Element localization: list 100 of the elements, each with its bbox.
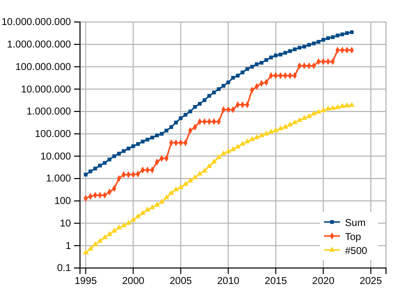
point [320, 107, 326, 112]
point [135, 213, 141, 218]
x-tick-label: 2015 [264, 276, 288, 288]
point [169, 125, 174, 129]
point [140, 210, 146, 215]
point [150, 136, 154, 140]
y-tick-label: 1.000.000 [26, 106, 72, 118]
point [122, 149, 126, 153]
y-tick-label: 10.000.000.000 [1, 17, 72, 28]
point [307, 42, 311, 47]
y-tick-label: 1.000.000.000 [7, 40, 72, 51]
point [111, 228, 118, 233]
point [272, 127, 279, 132]
legend-label: Top [345, 232, 362, 243]
point [269, 56, 273, 60]
point [298, 46, 302, 50]
point [216, 87, 221, 91]
point [325, 106, 331, 111]
point [158, 198, 165, 204]
point [278, 52, 282, 56]
point [117, 152, 121, 156]
point [249, 136, 255, 142]
point [220, 150, 226, 156]
point [106, 231, 112, 236]
point [316, 40, 320, 44]
y-tick-label: 100.000 [34, 129, 72, 140]
point [92, 241, 98, 246]
point [312, 42, 316, 46]
point [240, 70, 244, 74]
point [164, 194, 170, 200]
point [184, 112, 188, 117]
point [264, 58, 268, 62]
x-tick-label: 1995 [74, 276, 98, 288]
point [154, 202, 160, 207]
point [344, 102, 350, 108]
y-tick-label: 10.000.000 [20, 84, 72, 96]
point [254, 134, 260, 140]
point [288, 49, 292, 53]
point [173, 186, 179, 192]
y-tick-label: 1.000 [46, 174, 72, 185]
point [348, 102, 355, 107]
point [336, 34, 340, 38]
point [339, 103, 346, 108]
point [345, 31, 349, 35]
point [282, 124, 288, 129]
y-tick-label: 10 [60, 218, 72, 230]
point [97, 238, 103, 243]
y-tick-label: 1 [65, 240, 72, 252]
point [98, 164, 102, 168]
x-tick-label: 2005 [170, 276, 192, 288]
point [326, 36, 330, 40]
point [88, 246, 94, 251]
x-tick-label: 2010 [217, 276, 240, 288]
point [222, 84, 226, 88]
point [212, 90, 216, 94]
point [258, 132, 264, 138]
point [178, 184, 184, 190]
point [202, 98, 206, 102]
x-tick-label: 2020 [312, 276, 335, 288]
point [102, 234, 108, 240]
legend-label: Sum [345, 218, 366, 229]
x-tick-label: 2025 [360, 276, 382, 288]
point [116, 224, 122, 230]
point [168, 190, 174, 195]
point [144, 206, 150, 212]
point [126, 146, 130, 150]
point [192, 174, 198, 180]
point [155, 134, 159, 138]
point [216, 154, 222, 159]
point [268, 128, 274, 134]
point [296, 117, 302, 122]
point [188, 110, 192, 114]
point [193, 105, 197, 109]
y-tick-label: 10.000 [40, 151, 72, 162]
point [88, 169, 92, 174]
point [225, 148, 232, 154]
point [245, 67, 250, 71]
point [93, 166, 98, 170]
point [130, 216, 136, 222]
point [174, 120, 178, 124]
point [140, 140, 145, 144]
point [84, 172, 88, 176]
point [146, 138, 150, 142]
point [164, 128, 168, 132]
point [187, 178, 194, 182]
y-tick-label: 100.000.000 [15, 62, 72, 73]
point [82, 249, 89, 254]
x-tick-label: 2000 [122, 276, 145, 288]
point [231, 76, 235, 80]
point [182, 180, 188, 186]
point [230, 146, 236, 152]
point [287, 122, 293, 127]
point [278, 125, 284, 130]
point [136, 142, 140, 146]
point [250, 64, 254, 69]
point [274, 54, 278, 58]
point [211, 158, 217, 164]
point [260, 60, 264, 65]
y-tick-label: 0.1 [57, 263, 72, 274]
point [108, 158, 112, 162]
